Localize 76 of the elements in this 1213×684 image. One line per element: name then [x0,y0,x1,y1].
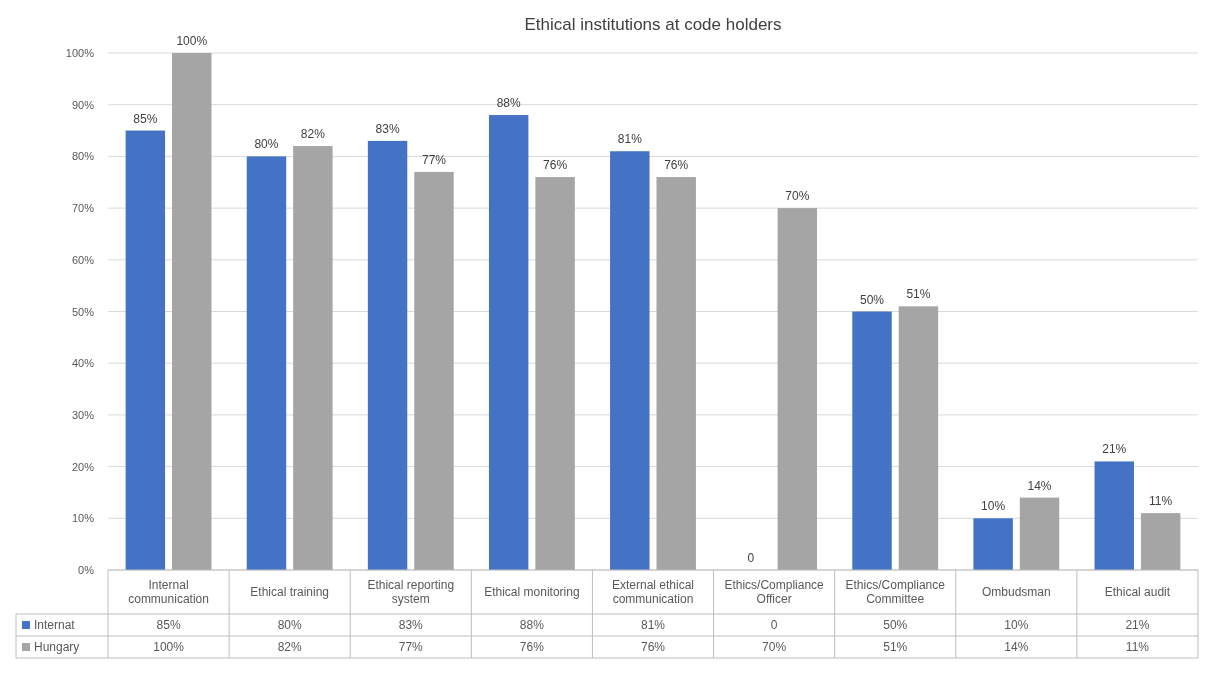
data-label: 0 [770,618,778,632]
legend-label: Hungary [34,640,80,654]
data-label: 70% [762,640,787,654]
bar [898,306,939,570]
bar [852,311,892,570]
y-tick-label: 80% [71,150,95,163]
data-label: 21% [1125,618,1150,632]
data-label: 80% [277,618,302,632]
data-label: 76% [519,640,545,654]
text: 81% [617,132,642,147]
y-tick-label: 30% [71,408,95,421]
y-tick-label: 50% [71,305,95,318]
data-label: 10% [1004,618,1029,632]
bar [246,156,287,570]
x-tick-label: Ethical training [250,585,330,599]
y-tick-label: 0% [78,564,95,576]
text: 14% [1027,478,1052,493]
y-tick-label: 20% [71,460,95,473]
text: 50% [860,292,885,307]
x-tick-label: Ethical audit [1104,585,1171,599]
data-label: 50% [883,618,908,632]
bar [656,177,696,570]
data-label: 81% [640,618,666,632]
bar [535,177,575,570]
data-label: 83% [398,618,424,632]
x-tick-label: External ethical communication [611,578,695,606]
y-tick-label: 40% [71,357,95,370]
x-tick-label: Ombudsman [981,585,1051,599]
text: 76% [543,158,568,173]
bar [973,518,1013,570]
data-label: 100% [153,640,185,654]
data-label: 76% [640,640,666,654]
y-tick-label: 10% [71,512,95,525]
text: 0 [747,551,755,565]
data-label: 82% [277,640,302,654]
data-label: 77% [398,640,424,654]
text: 70% [785,189,810,204]
text: 77% [421,152,446,167]
bar [1094,461,1134,570]
x-tick-label: Ethical reporting system [367,578,455,606]
data-label: 88% [519,618,545,632]
text: 85% [133,111,158,126]
data-label: 51% [883,640,908,654]
text: 82% [300,127,325,142]
bar [777,208,818,570]
legend-label: Internat [34,618,76,632]
bar [414,171,454,570]
bar [125,130,166,570]
chart-title: Ethical institutions at code holders [524,15,782,34]
text: 83% [375,121,400,136]
text: 80% [254,137,279,152]
bar [172,53,212,570]
x-tick-label: Ethical monitoring [484,585,580,599]
x-tick-label: Internal communication [128,578,209,606]
text: 76% [664,158,689,173]
y-tick-label: 60% [71,253,95,266]
data-label: 85% [156,618,181,632]
data-label: 11% [1125,640,1150,654]
text: 10% [981,499,1006,514]
x-tick-label: Ethics/Compliance Officer [724,578,825,606]
text: 11% [1149,494,1173,509]
text: 51% [906,287,931,302]
bar [1140,513,1181,570]
bar [293,146,333,570]
text: 88% [496,96,521,111]
x-tick-label: Ethics/Compliance Committee [845,578,946,606]
text: 100% [176,34,208,48]
y-tick-label: 100% [65,47,95,59]
y-tick-label: 70% [71,202,95,215]
text: 21% [1102,442,1127,457]
y-tick-label: 90% [71,98,95,111]
data-label: 14% [1004,640,1029,654]
bar [488,115,529,570]
bar [610,151,650,570]
bar [367,140,408,570]
bar [1019,497,1060,570]
